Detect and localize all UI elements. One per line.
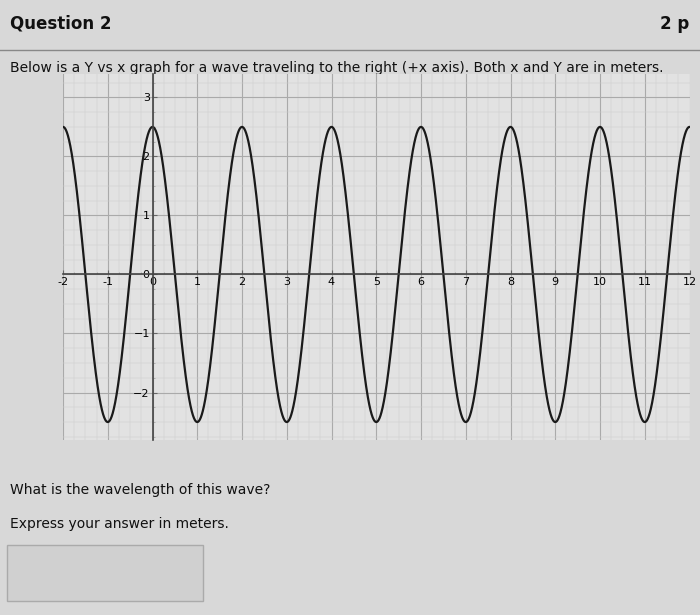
Text: Express your answer in meters.: Express your answer in meters. [10,517,230,531]
Text: Below is a Y vs x graph for a wave traveling to the right (+x axis). Both x and : Below is a Y vs x graph for a wave trave… [10,61,664,74]
Text: Question 2: Question 2 [10,15,112,33]
Text: 2 p: 2 p [660,15,689,33]
Text: What is the wavelength of this wave?: What is the wavelength of this wave? [10,483,271,497]
FancyBboxPatch shape [7,545,203,601]
